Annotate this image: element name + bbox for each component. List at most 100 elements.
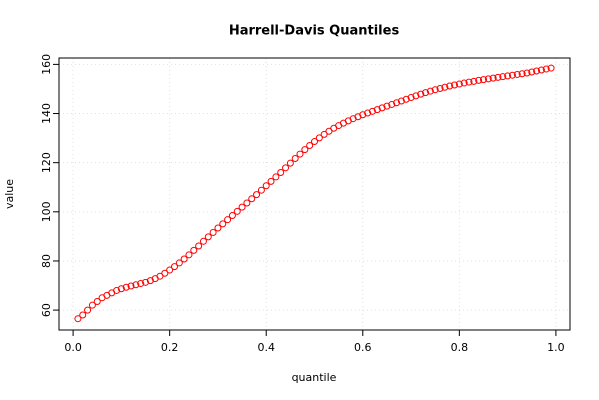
point — [122, 283, 130, 291]
x-axis-label: quantile — [292, 371, 337, 384]
point — [262, 182, 270, 190]
point — [195, 242, 203, 250]
point — [248, 195, 256, 203]
point — [320, 130, 328, 138]
x-tick-label: 0.4 — [257, 341, 275, 354]
point — [306, 141, 314, 149]
point — [359, 111, 367, 119]
point — [393, 99, 401, 107]
point — [368, 107, 376, 115]
point — [407, 94, 415, 102]
point — [383, 102, 391, 110]
point — [127, 282, 135, 290]
point — [431, 86, 439, 94]
y-tick-label: 80 — [40, 254, 53, 268]
point — [238, 203, 246, 211]
point — [253, 191, 261, 199]
point — [79, 311, 87, 319]
point — [132, 281, 140, 289]
point — [311, 138, 318, 146]
point — [161, 269, 169, 277]
point — [364, 109, 372, 117]
point — [233, 207, 241, 215]
point — [451, 81, 459, 89]
point — [315, 134, 323, 142]
point — [470, 77, 478, 85]
point — [513, 70, 521, 78]
point — [286, 159, 294, 167]
point — [190, 246, 198, 254]
point — [74, 315, 82, 323]
point — [185, 251, 193, 259]
y-tick-label: 100 — [40, 201, 53, 222]
point — [460, 79, 468, 87]
point — [88, 301, 96, 309]
point — [228, 211, 236, 219]
point — [243, 199, 251, 207]
x-tick-label: 0.6 — [354, 341, 372, 354]
point — [455, 80, 463, 88]
point — [219, 220, 227, 228]
chart-title: Harrell-Davis Quantiles — [229, 24, 400, 39]
point — [402, 95, 410, 103]
y-tick-label: 160 — [40, 54, 53, 75]
point — [204, 233, 212, 241]
point — [175, 259, 183, 267]
point — [166, 266, 174, 274]
point — [508, 71, 516, 79]
point — [446, 82, 454, 90]
point — [296, 150, 304, 158]
point — [142, 278, 150, 286]
point — [412, 92, 420, 100]
plot-box — [58, 57, 571, 331]
point — [137, 280, 145, 288]
point — [436, 84, 444, 92]
point — [291, 154, 299, 162]
point — [397, 97, 405, 105]
point — [518, 70, 526, 78]
y-axis-label: value — [3, 179, 16, 209]
point — [272, 173, 280, 181]
point — [504, 72, 512, 80]
x-tick-label: 1.0 — [547, 341, 565, 354]
point — [475, 76, 483, 84]
point — [417, 90, 425, 98]
point — [301, 146, 309, 154]
point — [282, 164, 290, 172]
point — [267, 177, 275, 185]
point — [528, 68, 536, 76]
point — [378, 104, 386, 112]
point — [199, 237, 207, 245]
point — [479, 76, 487, 84]
point — [489, 74, 497, 82]
point — [113, 286, 121, 294]
point — [499, 73, 507, 81]
point — [117, 285, 125, 293]
point — [209, 228, 217, 236]
point — [426, 87, 434, 95]
point — [373, 106, 381, 114]
point — [180, 255, 188, 263]
point — [422, 89, 430, 97]
point — [388, 100, 396, 108]
x-tick-label: 0.0 — [64, 341, 82, 354]
point — [93, 297, 101, 305]
y-tick-label: 60 — [40, 303, 53, 317]
point — [170, 263, 178, 271]
point — [542, 65, 550, 73]
point — [465, 78, 473, 86]
point — [494, 73, 502, 81]
point — [533, 67, 541, 75]
y-tick-label: 120 — [40, 152, 53, 173]
point — [523, 69, 531, 77]
point — [441, 83, 449, 91]
point — [537, 66, 545, 74]
point — [484, 75, 492, 83]
y-tick-label: 140 — [40, 103, 53, 124]
x-tick-label: 0.2 — [161, 341, 179, 354]
point — [257, 186, 265, 194]
point — [224, 216, 232, 224]
point — [277, 169, 285, 177]
